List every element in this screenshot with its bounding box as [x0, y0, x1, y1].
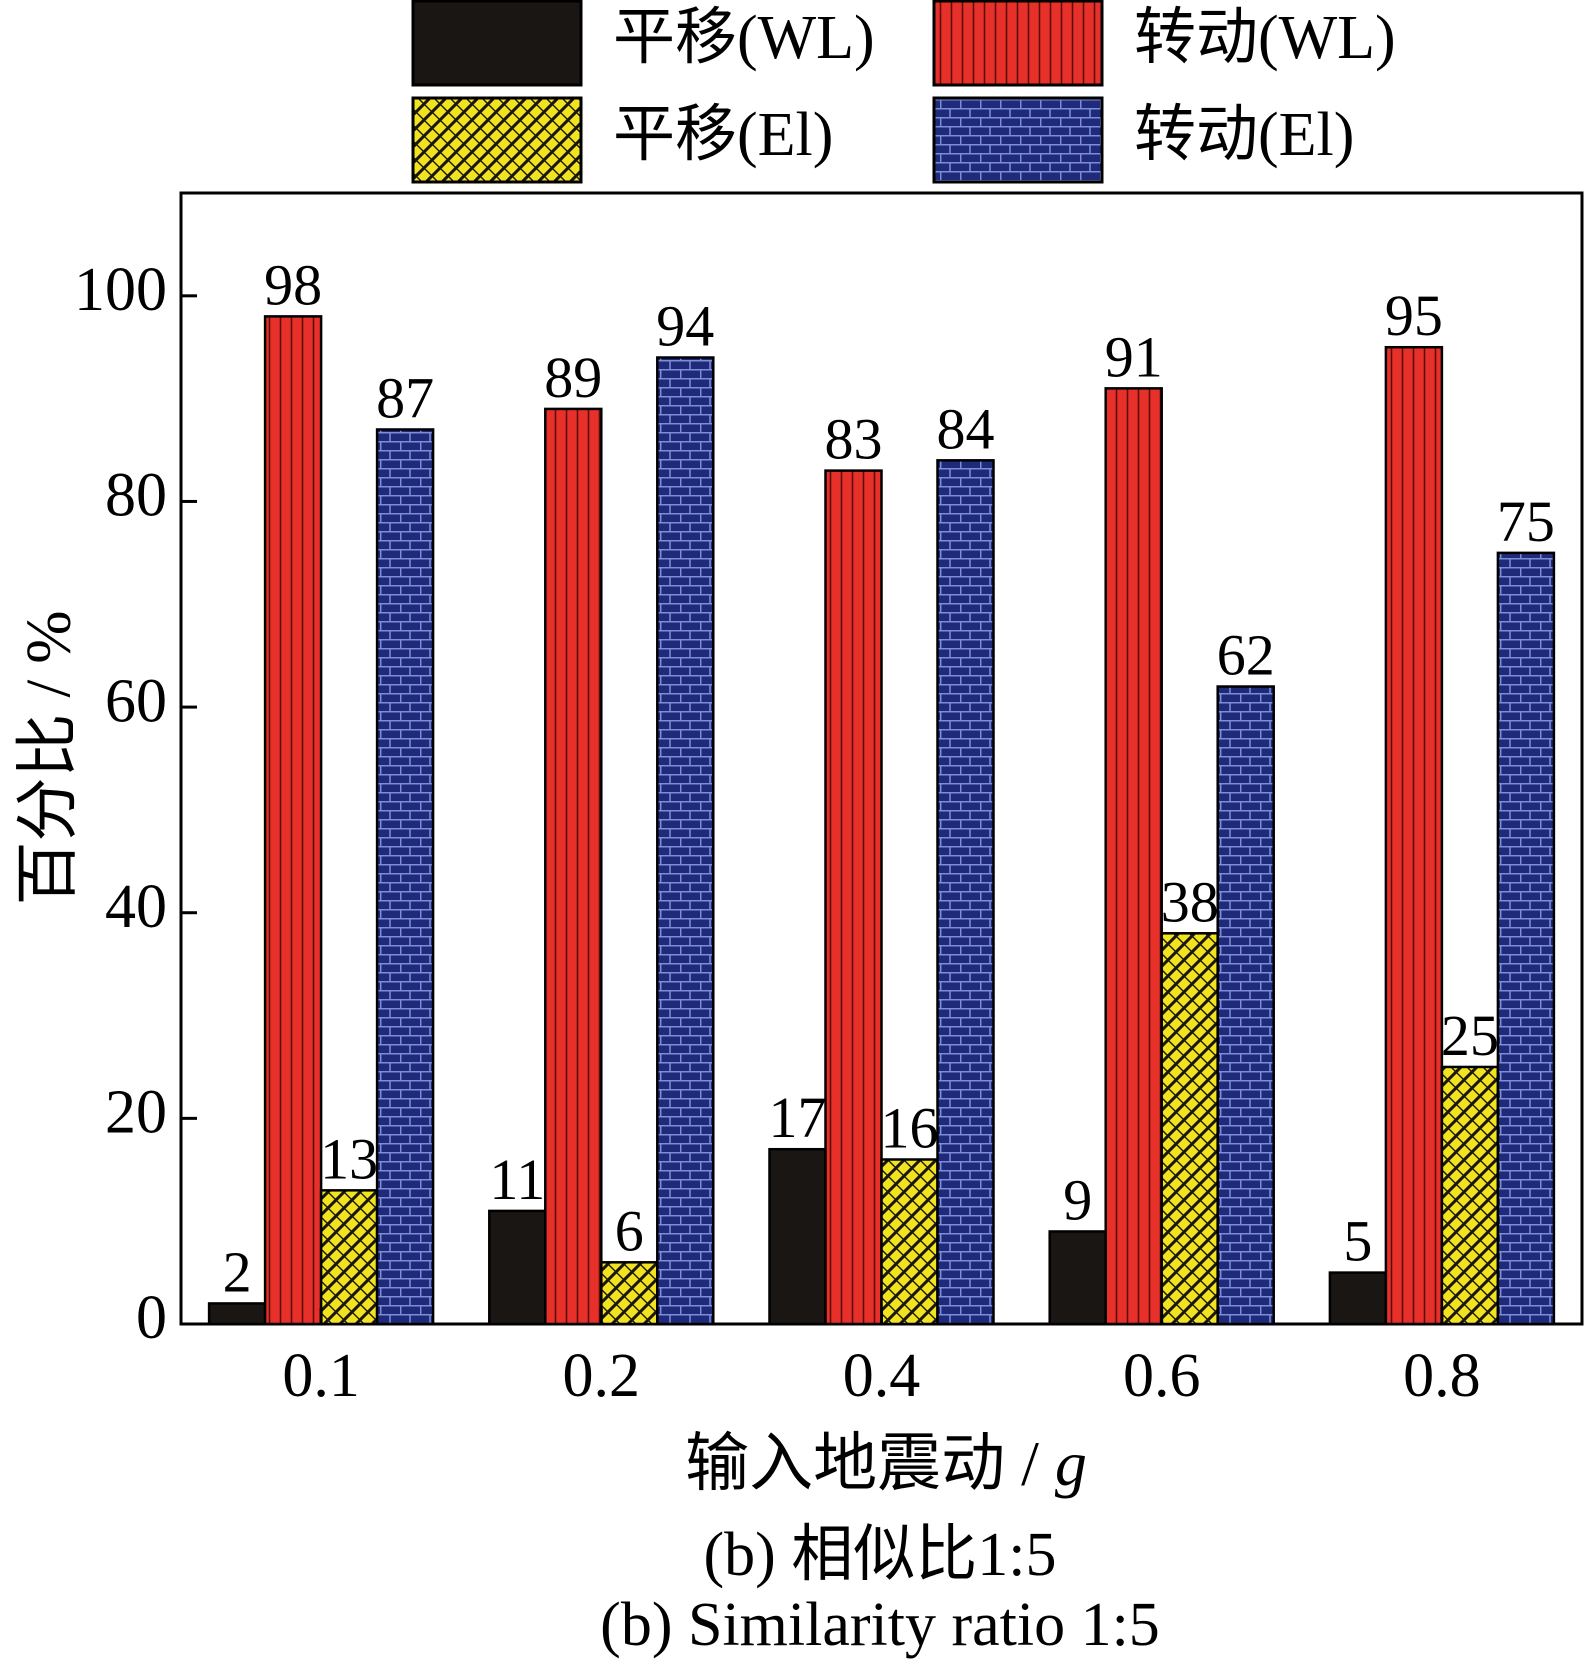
bar	[319, 1189, 379, 1326]
bars: 2 98 13 87 11 89 6 94 17 83 16 84 9 91 38 62 5 95 25 75	[207, 252, 1556, 1326]
bar	[207, 1302, 267, 1326]
bar-value-label: 38	[1161, 869, 1219, 934]
bar	[880, 1158, 939, 1326]
bar-value-label: 13	[320, 1126, 378, 1191]
y-axis-title: 百分比 / %	[13, 610, 84, 905]
bar-value-label: 75	[1497, 489, 1555, 554]
bar	[375, 428, 435, 1326]
bar-value-label: 98	[264, 252, 322, 317]
bar-value-label: 5	[1343, 1209, 1372, 1274]
bar-value-label: 94	[656, 294, 714, 359]
bar	[656, 356, 715, 1326]
bar	[263, 315, 323, 1326]
x-axis-title-text: 输入地震动 /	[685, 1428, 1055, 1499]
bar	[1160, 932, 1219, 1326]
legend-swatch	[411, 0, 583, 87]
x-axis-unit: g	[1055, 1428, 1087, 1499]
bar-value-label: 2	[223, 1239, 252, 1304]
legend-label: 平移(El)	[613, 101, 833, 169]
bar-value-label: 62	[1217, 623, 1275, 688]
legend-swatch	[411, 96, 583, 184]
bar-value-label: 91	[1105, 324, 1163, 389]
bar-value-label: 17	[769, 1085, 827, 1150]
bar	[1104, 387, 1163, 1326]
x-axis: 0.1 0.2 0.4 0.6 0.8	[282, 1308, 1481, 1410]
legend-label: 转动(WL)	[1134, 4, 1396, 72]
y-tick-label: 40	[105, 873, 167, 941]
y-axis: 0 20 40 60 80 100	[74, 256, 197, 1352]
bar	[544, 407, 603, 1326]
y-tick-label: 80	[105, 462, 167, 530]
bar	[824, 469, 883, 1326]
bar-value-label: 16	[881, 1095, 939, 1160]
bar	[1384, 345, 1444, 1326]
bar	[1496, 551, 1556, 1326]
bar	[600, 1261, 659, 1326]
bar	[488, 1209, 547, 1326]
bar-value-label: 9	[1063, 1167, 1092, 1232]
x-tick-label: 0.2	[563, 1342, 641, 1410]
x-tick-label: 0.1	[282, 1342, 360, 1410]
bar	[936, 459, 995, 1326]
legend-swatch	[932, 96, 1104, 184]
bar	[1440, 1065, 1500, 1326]
legend-swatch	[932, 0, 1104, 87]
y-tick-label: 0	[136, 1284, 167, 1352]
bar-value-label: 25	[1441, 1003, 1499, 1068]
caption-chinese: (b) 相似比1:5	[703, 1521, 1056, 1589]
bar-value-label: 83	[825, 407, 883, 472]
bar-value-label: 87	[376, 365, 434, 430]
bar	[1328, 1271, 1388, 1326]
bar	[768, 1147, 827, 1326]
bar-value-label: 84	[937, 396, 995, 461]
bar-value-label: 95	[1385, 283, 1443, 348]
legend-label: 平移(WL)	[613, 4, 875, 72]
y-tick-label: 100	[74, 256, 167, 324]
bar-value-label: 89	[544, 345, 602, 410]
legend: 平移(WL) 转动(WL) 平移(El) 转动(El)	[411, 0, 1396, 184]
bar	[1048, 1230, 1107, 1326]
legend-label: 转动(El)	[1134, 101, 1354, 169]
caption-english: (b) Similarity ratio 1:5	[600, 1591, 1160, 1659]
bar-value-label: 6	[615, 1198, 644, 1263]
x-tick-label: 0.8	[1403, 1342, 1481, 1410]
bar-value-label: 11	[489, 1147, 545, 1212]
y-tick-label: 60	[105, 667, 167, 735]
y-tick-label: 20	[105, 1079, 167, 1147]
x-tick-label: 0.6	[1123, 1342, 1201, 1410]
x-axis-title: 输入地震动 / g	[685, 1428, 1087, 1499]
x-tick-label: 0.4	[843, 1342, 921, 1410]
bar	[1216, 685, 1275, 1326]
